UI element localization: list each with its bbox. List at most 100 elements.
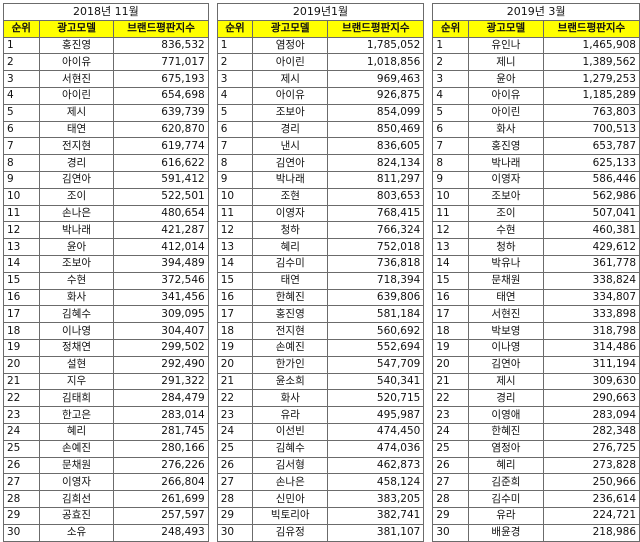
model-name-cell: 한혜진 xyxy=(467,422,544,441)
rank-cell: 8 xyxy=(3,154,40,172)
model-name-cell: 전지현 xyxy=(252,322,329,340)
table-row: 27 이영자 266,804 xyxy=(3,473,209,492)
rank-cell: 1 xyxy=(3,36,40,55)
table-row: 1 염정아 1,785,052 xyxy=(216,36,425,55)
model-name-cell: 김태희 xyxy=(38,389,115,408)
table-title-row: 2019년1월 xyxy=(216,3,425,21)
rank-cell: 11 xyxy=(216,204,254,223)
score-cell: 562,986 xyxy=(542,187,640,206)
score-cell: 266,804 xyxy=(113,473,209,492)
rank-cell: 18 xyxy=(216,322,254,340)
model-name-cell: 김혜수 xyxy=(38,305,115,324)
rank-cell: 6 xyxy=(216,120,254,139)
table-row: 30 배윤경 218,986 xyxy=(432,523,640,542)
rank-cell: 12 xyxy=(432,221,469,240)
score-cell: 276,226 xyxy=(113,456,209,475)
score-cell: 280,166 xyxy=(113,439,209,458)
rank-cell: 5 xyxy=(432,103,469,122)
rank-cell: 1 xyxy=(432,36,469,55)
rank-cell: 10 xyxy=(3,187,40,206)
score-cell: 620,870 xyxy=(113,120,209,139)
rank-cell: 3 xyxy=(432,70,469,88)
score-cell: 381,107 xyxy=(327,523,425,542)
model-name-cell: 김연아 xyxy=(467,355,544,374)
score-cell: 581,184 xyxy=(327,305,425,324)
score-header: 브랜드평판지수 xyxy=(542,19,640,38)
table-row: 25 김혜수 474,036 xyxy=(216,439,425,458)
rank-cell: 27 xyxy=(216,473,254,492)
score-cell: 394,489 xyxy=(113,254,209,273)
table-row: 18 이나영 304,407 xyxy=(3,322,209,340)
model-name-cell: 수현 xyxy=(467,221,544,240)
score-cell: 1,279,253 xyxy=(542,70,640,88)
rank-cell: 5 xyxy=(3,103,40,122)
score-cell: 766,324 xyxy=(327,221,425,240)
model-name-cell: 공효진 xyxy=(38,506,115,525)
rank-header: 순위 xyxy=(432,19,469,38)
table-row: 6 경리 850,469 xyxy=(216,120,425,139)
rank-cell: 14 xyxy=(432,254,469,273)
table-row: 25 손예진 280,166 xyxy=(3,439,209,458)
score-cell: 639,739 xyxy=(113,103,209,122)
score-cell: 429,612 xyxy=(542,238,640,256)
score-header: 브랜드평판지수 xyxy=(113,19,209,38)
table-row: 12 청하 766,324 xyxy=(216,221,425,240)
table-row: 3 제시 969,463 xyxy=(216,70,425,88)
rank-cell: 28 xyxy=(3,490,40,508)
model-name-cell: 이영자 xyxy=(467,170,544,189)
score-cell: 507,041 xyxy=(542,204,640,223)
rank-header: 순위 xyxy=(216,19,254,38)
model-name-cell: 홍진영 xyxy=(252,305,329,324)
model-name-cell: 조이 xyxy=(467,204,544,223)
score-cell: 771,017 xyxy=(113,53,209,72)
rank-cell: 15 xyxy=(216,271,254,290)
score-header: 브랜드평판지수 xyxy=(327,19,425,38)
rank-cell: 1 xyxy=(216,36,254,55)
score-cell: 276,725 xyxy=(542,439,640,458)
score-cell: 309,630 xyxy=(542,372,640,391)
rank-cell: 9 xyxy=(3,170,40,189)
rank-cell: 21 xyxy=(432,372,469,391)
table-row: 15 수현 372,546 xyxy=(3,271,209,290)
score-cell: 290,663 xyxy=(542,389,640,408)
model-name-cell: 청하 xyxy=(252,221,329,240)
header-row: 순위 광고모델 브랜드평판지수 xyxy=(216,19,425,38)
model-name-cell: 김연아 xyxy=(252,154,329,172)
model-name-cell: 염정아 xyxy=(252,36,329,55)
model-name-cell: 유인나 xyxy=(467,36,544,55)
score-cell: 334,807 xyxy=(542,288,640,307)
score-cell: 718,394 xyxy=(327,271,425,290)
score-cell: 458,124 xyxy=(327,473,425,492)
model-name-cell: 아이린 xyxy=(467,103,544,122)
table-row: 26 김서형 462,873 xyxy=(216,456,425,475)
model-name-cell: 혜리 xyxy=(38,422,115,441)
model-name-cell: 이나영 xyxy=(38,322,115,340)
score-cell: 969,463 xyxy=(327,70,425,88)
table-row: 13 혜리 752,018 xyxy=(216,238,425,256)
score-cell: 1,785,052 xyxy=(327,36,425,55)
model-header: 광고모델 xyxy=(252,19,329,38)
table-row: 26 문채원 276,226 xyxy=(3,456,209,475)
model-name-cell: 윤소희 xyxy=(252,372,329,391)
rank-cell: 17 xyxy=(216,305,254,324)
model-name-cell: 서현진 xyxy=(38,70,115,88)
table-row: 28 김희선 261,699 xyxy=(3,490,209,508)
table-row: 16 화사 341,456 xyxy=(3,288,209,307)
rank-cell: 19 xyxy=(432,338,469,357)
score-cell: 283,014 xyxy=(113,406,209,424)
model-name-cell: 조이 xyxy=(38,187,115,206)
score-cell: 250,966 xyxy=(542,473,640,492)
rank-cell: 2 xyxy=(216,53,254,72)
table-row: 22 김태희 284,479 xyxy=(3,389,209,408)
rank-cell: 10 xyxy=(432,187,469,206)
table-row: 16 한혜진 639,806 xyxy=(216,288,425,307)
table-row: 17 홍진영 581,184 xyxy=(216,305,425,324)
model-name-cell: 빅토리아 xyxy=(252,506,329,525)
score-cell: 926,875 xyxy=(327,86,425,105)
table-row: 7 전지현 619,774 xyxy=(3,137,209,156)
rank-header: 순위 xyxy=(3,19,40,38)
rank-cell: 30 xyxy=(216,523,254,542)
model-name-cell: 한고은 xyxy=(38,406,115,424)
score-cell: 333,898 xyxy=(542,305,640,324)
rank-cell: 20 xyxy=(432,355,469,374)
